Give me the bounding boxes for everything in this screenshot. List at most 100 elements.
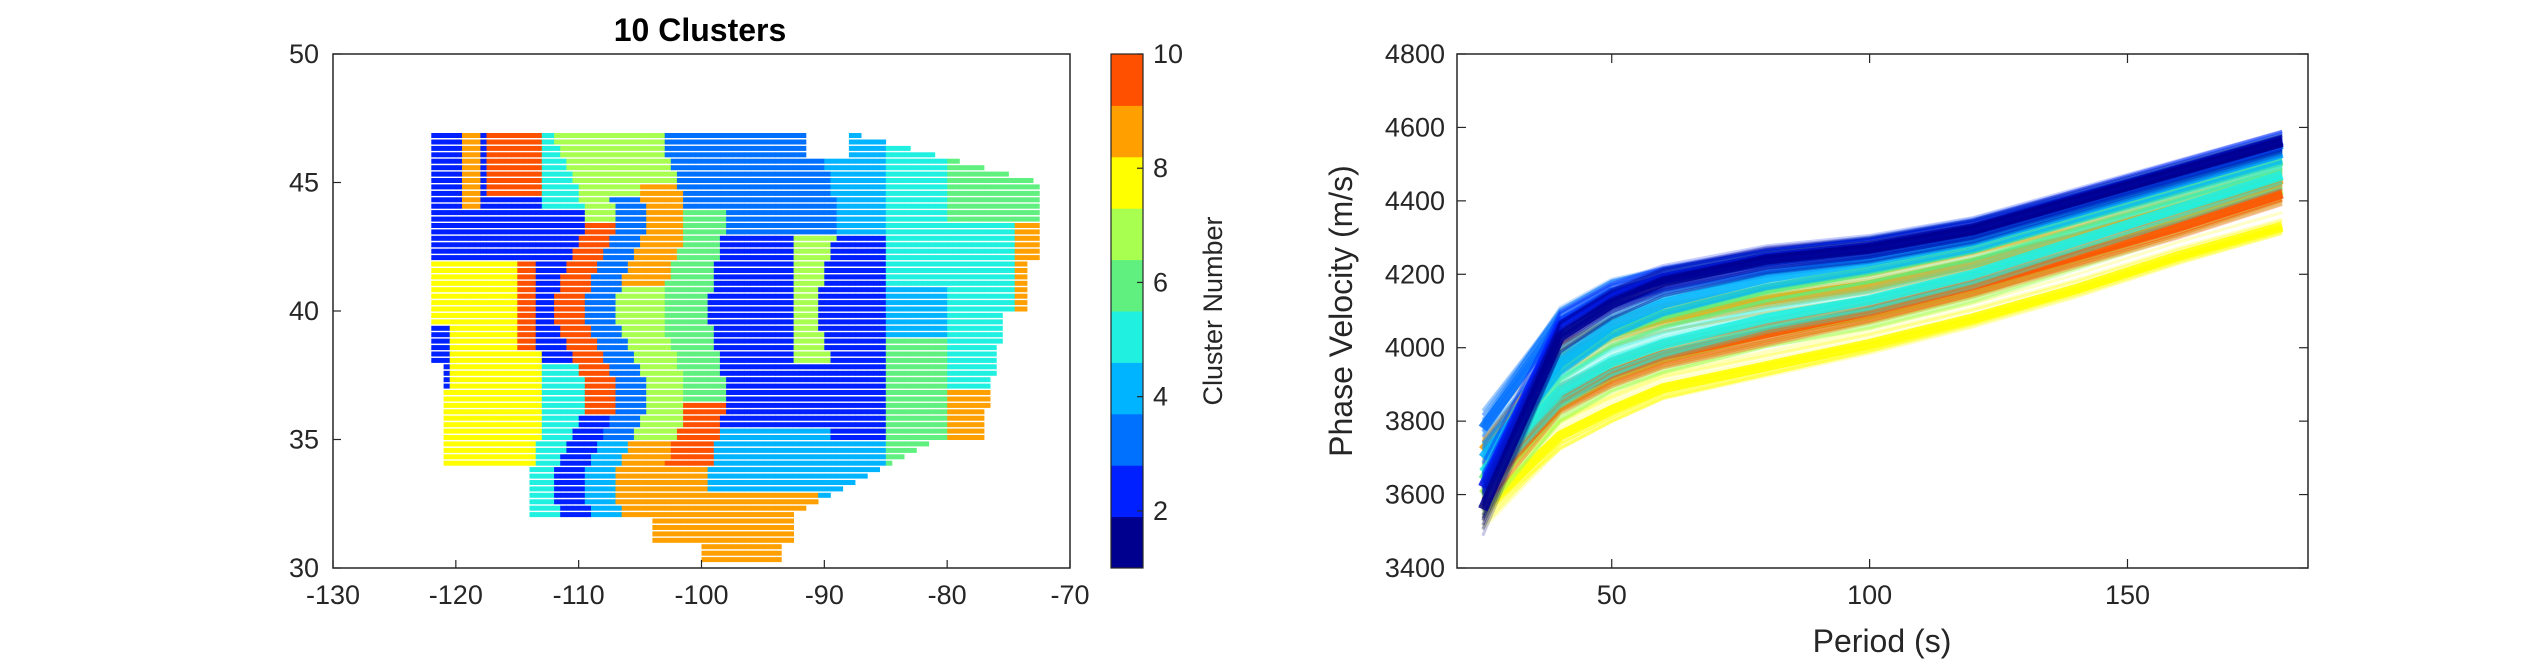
map-cell xyxy=(670,505,678,511)
map-cell xyxy=(787,338,794,344)
map-cell xyxy=(505,441,512,447)
map-cell xyxy=(443,312,451,318)
map-cell xyxy=(431,338,438,344)
map-cell xyxy=(719,415,727,421)
map-cell xyxy=(984,351,991,357)
map-cell xyxy=(891,197,899,203)
map-cell xyxy=(744,216,751,222)
map-cell xyxy=(922,248,930,254)
map-cell xyxy=(719,422,727,428)
map-cell xyxy=(910,293,917,299)
map-cell xyxy=(873,261,880,267)
map-cell xyxy=(732,268,739,273)
map-cell xyxy=(891,441,899,447)
map-cell xyxy=(652,447,659,453)
map-cell xyxy=(867,255,874,261)
map-cell xyxy=(885,364,893,370)
map-cell xyxy=(738,505,745,511)
map-cell xyxy=(449,242,457,248)
map-cell xyxy=(726,486,733,492)
map-cell xyxy=(584,428,592,434)
map-cell xyxy=(787,415,794,421)
map-cell xyxy=(787,235,794,241)
map-cell xyxy=(455,447,463,453)
map-cell xyxy=(977,338,985,344)
map-cell xyxy=(560,300,567,306)
map-cell xyxy=(646,287,653,293)
map-cell xyxy=(941,261,948,267)
map-cell xyxy=(818,396,825,402)
map-cell xyxy=(781,409,788,415)
map-cell xyxy=(683,158,690,164)
map-cell xyxy=(818,351,825,357)
map-cell xyxy=(953,158,960,164)
map-cell xyxy=(658,216,665,222)
map-cell xyxy=(947,325,954,331)
map-cell xyxy=(885,293,893,299)
map-cell xyxy=(652,242,659,248)
map-cell xyxy=(996,332,1003,338)
map-cell xyxy=(732,325,739,331)
map-cell xyxy=(947,377,954,383)
map-cell xyxy=(848,467,856,473)
map-cell xyxy=(762,268,770,273)
map-cell xyxy=(437,178,444,183)
map-cell xyxy=(492,171,500,177)
map-cell xyxy=(486,332,493,338)
map-cell xyxy=(867,274,874,280)
map-cell xyxy=(805,184,813,190)
map-cell xyxy=(615,422,622,428)
map-cell xyxy=(873,280,880,286)
map-cell xyxy=(1020,248,1028,254)
map-cell xyxy=(591,235,598,241)
map-cell xyxy=(431,293,438,299)
map-cell xyxy=(664,499,672,505)
map-cell xyxy=(566,152,573,158)
map-cell xyxy=(683,435,690,440)
map-cell xyxy=(443,390,451,395)
map-cell xyxy=(498,447,506,453)
map-cell xyxy=(1033,203,1040,209)
map-cell xyxy=(867,210,874,216)
map-cell xyxy=(713,428,721,434)
map-cell xyxy=(769,351,776,357)
map-cell xyxy=(554,332,561,338)
map-cell xyxy=(591,486,598,492)
map-cell xyxy=(916,357,923,363)
map-cell xyxy=(615,338,622,344)
map-cell xyxy=(486,293,493,299)
map-cell xyxy=(633,280,641,286)
map-cell xyxy=(959,216,966,222)
map-cell xyxy=(511,415,518,421)
map-cell xyxy=(744,370,751,376)
map-cell xyxy=(836,165,844,171)
map-cell xyxy=(443,268,451,273)
map-cell xyxy=(603,280,610,286)
map-cell xyxy=(584,261,592,267)
map-cell xyxy=(873,454,880,460)
map-cell xyxy=(584,306,592,312)
map-cell xyxy=(683,351,690,357)
map-cell xyxy=(511,377,518,383)
map-cell xyxy=(676,480,684,485)
map-cell xyxy=(683,415,690,421)
map-cell xyxy=(996,248,1003,254)
map-cell xyxy=(474,428,481,434)
map-cell xyxy=(873,460,880,466)
map-cell xyxy=(437,274,444,280)
map-cell xyxy=(855,268,862,273)
map-cell xyxy=(1020,178,1028,183)
map-cell xyxy=(781,332,788,338)
map-cell xyxy=(505,165,512,171)
map-cell xyxy=(996,255,1003,261)
map-cell xyxy=(676,184,684,190)
map-cell xyxy=(498,325,506,331)
map-cell xyxy=(597,197,604,203)
map-cell xyxy=(541,171,549,177)
map-cell xyxy=(818,377,825,383)
map-cell xyxy=(468,280,475,286)
map-cell xyxy=(431,300,438,306)
map-cell xyxy=(498,428,506,434)
map-cell xyxy=(609,422,616,428)
map-cell xyxy=(584,158,592,164)
